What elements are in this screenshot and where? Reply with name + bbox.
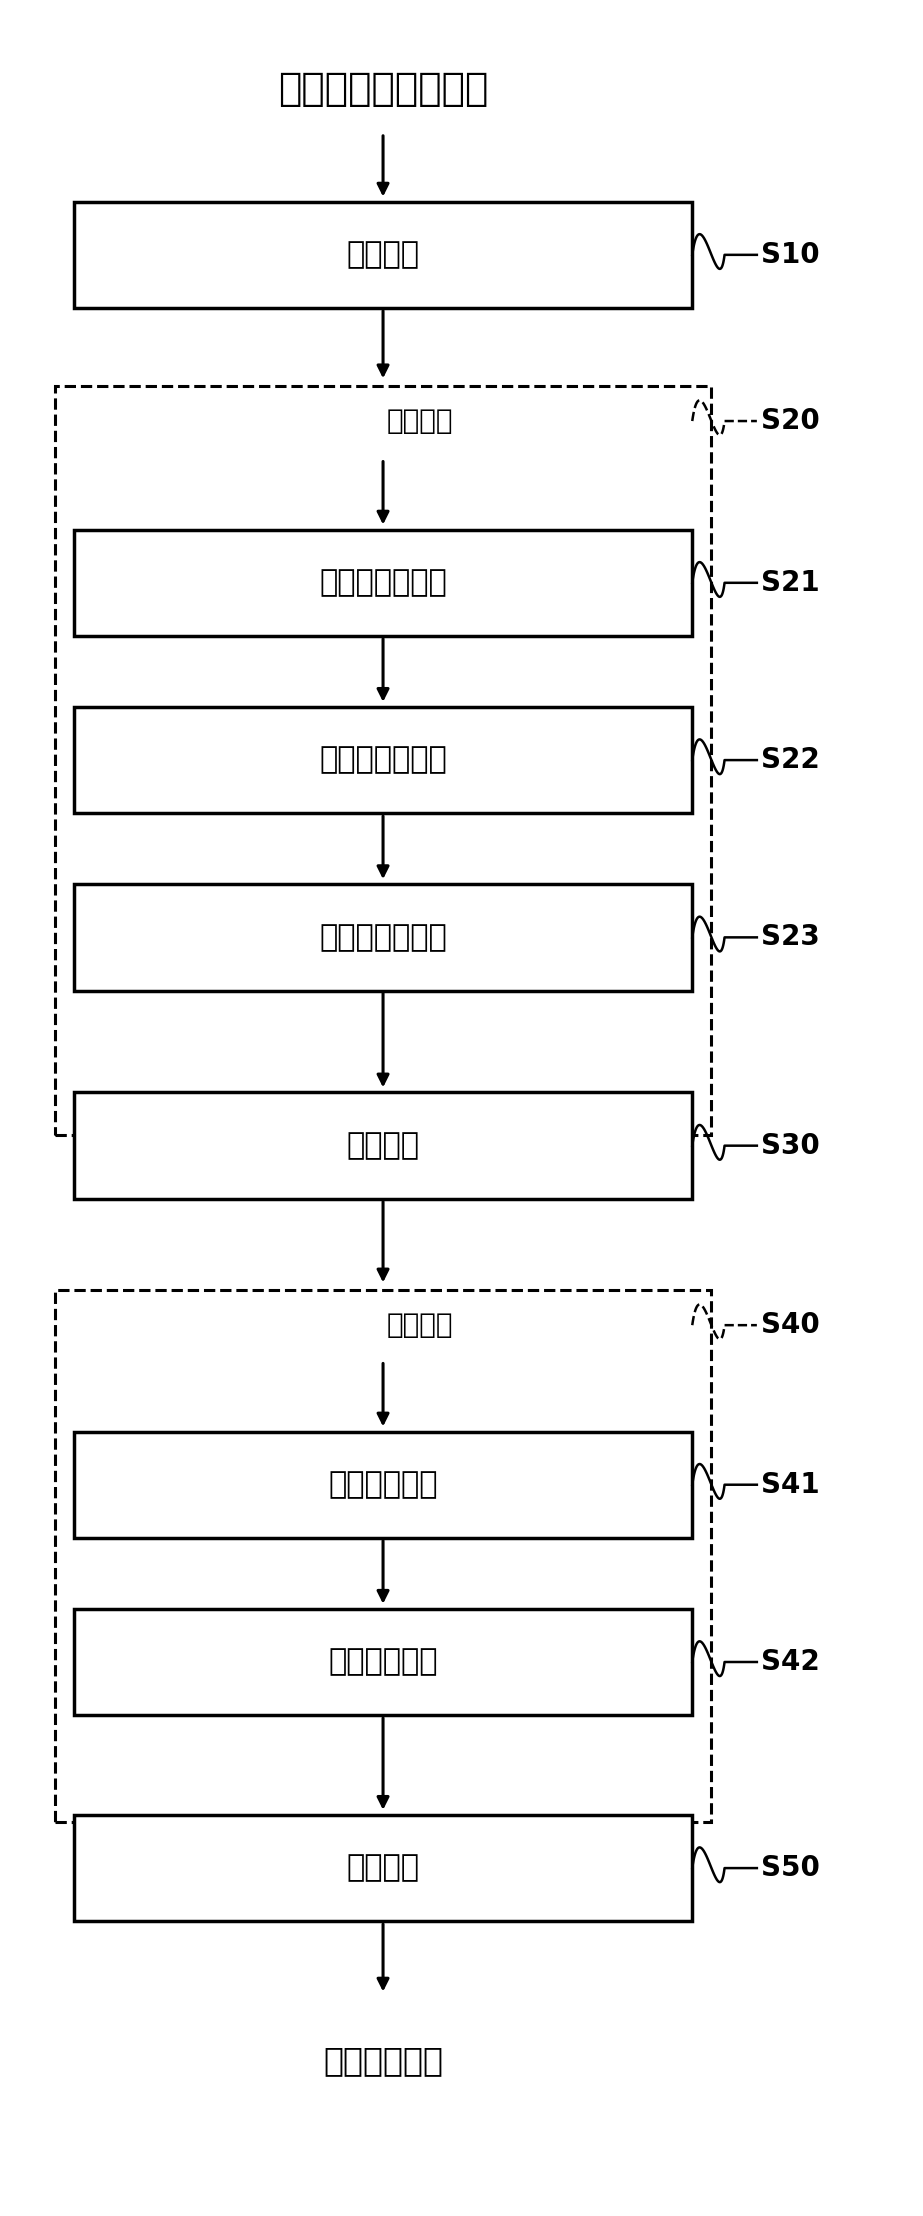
Text: 水洗工序: 水洗工序 (346, 1130, 420, 1161)
Bar (74, 1609, 692, 1715)
Text: S40: S40 (761, 1312, 821, 1338)
Text: 碳酸锂、镍化合物等: 碳酸锂、镍化合物等 (278, 69, 488, 109)
Text: 混合工序: 混合工序 (346, 239, 420, 270)
Bar (74, 1432, 692, 1538)
Bar (74, 530, 692, 636)
Bar (74, 1092, 692, 1199)
Text: S42: S42 (761, 1649, 821, 1675)
Text: 第二热处理工序: 第二热处理工序 (319, 745, 447, 776)
Text: 第一干燥工序: 第一干燥工序 (329, 1469, 438, 1500)
Bar (74, 202, 692, 308)
Text: 正极活性物质: 正极活性物质 (323, 2045, 443, 2076)
Bar (74, 884, 692, 991)
Text: 第二干燥工序: 第二干燥工序 (329, 1646, 438, 1678)
Text: S41: S41 (761, 1471, 821, 1498)
Text: 封入工序: 封入工序 (346, 1853, 420, 1884)
Text: 干燥工序: 干燥工序 (387, 1312, 453, 1338)
Text: S50: S50 (761, 1855, 821, 1881)
Bar (74, 1815, 692, 1921)
Text: S20: S20 (761, 408, 821, 434)
Text: 第一热处理工序: 第一热处理工序 (319, 567, 447, 598)
Bar (55, 1290, 711, 1822)
Text: 烧成工序: 烧成工序 (387, 408, 453, 434)
Bar (55, 386, 711, 1135)
Text: S23: S23 (761, 924, 821, 951)
Text: S10: S10 (761, 242, 821, 268)
Bar (74, 707, 692, 813)
Text: S22: S22 (761, 747, 821, 773)
Text: S21: S21 (761, 570, 821, 596)
Text: S30: S30 (761, 1132, 821, 1159)
Text: 第三热处理工序: 第三热处理工序 (319, 922, 447, 953)
